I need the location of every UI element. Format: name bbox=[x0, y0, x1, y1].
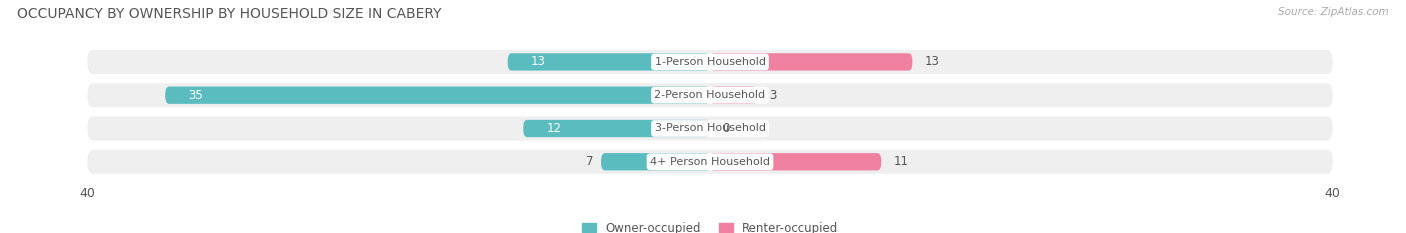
FancyBboxPatch shape bbox=[602, 153, 710, 170]
FancyBboxPatch shape bbox=[710, 153, 882, 170]
FancyBboxPatch shape bbox=[166, 86, 710, 104]
Text: 1-Person Household: 1-Person Household bbox=[655, 57, 765, 67]
Text: 4+ Person Household: 4+ Person Household bbox=[650, 157, 770, 167]
Text: 3: 3 bbox=[769, 89, 776, 102]
FancyBboxPatch shape bbox=[710, 86, 756, 104]
Text: 13: 13 bbox=[531, 55, 546, 69]
Text: 7: 7 bbox=[586, 155, 593, 168]
FancyBboxPatch shape bbox=[710, 53, 912, 71]
Text: 12: 12 bbox=[547, 122, 561, 135]
Text: 2-Person Household: 2-Person Household bbox=[654, 90, 766, 100]
FancyBboxPatch shape bbox=[508, 53, 710, 71]
FancyBboxPatch shape bbox=[87, 50, 1333, 74]
FancyBboxPatch shape bbox=[87, 83, 1333, 107]
FancyBboxPatch shape bbox=[87, 116, 1333, 140]
Text: OCCUPANCY BY OWNERSHIP BY HOUSEHOLD SIZE IN CABERY: OCCUPANCY BY OWNERSHIP BY HOUSEHOLD SIZE… bbox=[17, 7, 441, 21]
FancyBboxPatch shape bbox=[87, 150, 1333, 174]
Text: 3-Person Household: 3-Person Household bbox=[655, 123, 765, 134]
Legend: Owner-occupied, Renter-occupied: Owner-occupied, Renter-occupied bbox=[582, 222, 838, 233]
Text: 0: 0 bbox=[723, 122, 730, 135]
Text: 35: 35 bbox=[188, 89, 204, 102]
Text: 11: 11 bbox=[894, 155, 908, 168]
Text: 13: 13 bbox=[925, 55, 939, 69]
FancyBboxPatch shape bbox=[523, 120, 710, 137]
Text: Source: ZipAtlas.com: Source: ZipAtlas.com bbox=[1278, 7, 1389, 17]
